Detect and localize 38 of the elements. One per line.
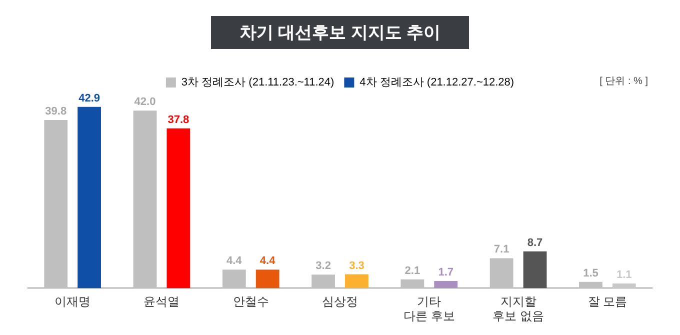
bar [579, 282, 602, 288]
bar [222, 270, 246, 288]
bar [78, 106, 101, 288]
data-label: 1.7 [438, 266, 454, 279]
x-tick-label: 기타 다른 후보 [403, 294, 455, 324]
data-label: 37.8 [168, 114, 190, 126]
x-tick-label: 이재명 [54, 294, 91, 309]
bar [44, 120, 68, 288]
x-tick-label: 윤석열 [144, 294, 180, 309]
x-tick-label: 잘 모름 [588, 294, 628, 309]
data-label: 4.4 [226, 255, 243, 268]
data-label: 7.1 [494, 244, 510, 256]
legend-label: 4차 정례조사 (21.12.27.~12.28) [360, 76, 514, 89]
data-label: 8.7 [527, 236, 543, 249]
legend-label: 3차 정례조사 (21.11.23.~11.24) [181, 76, 334, 89]
bar [312, 274, 335, 288]
data-label: 42.9 [78, 92, 100, 104]
x-tick-label: 심상정 [322, 294, 358, 309]
bar [166, 128, 190, 288]
bar [434, 281, 458, 288]
text: [ 단위 : % ] [600, 75, 648, 88]
data-label: 39.8 [45, 106, 67, 118]
data-label: 42.0 [134, 96, 156, 108]
data-label: 3.2 [316, 260, 331, 272]
x-tick-label: 안철수 [232, 294, 269, 309]
bar [612, 284, 636, 288]
bar [133, 110, 157, 288]
data-label: 3.3 [349, 260, 364, 272]
bar [345, 274, 368, 288]
bar [523, 251, 547, 288]
data-label: 2.1 [404, 264, 420, 277]
data-label: 4.4 [260, 255, 276, 268]
bar [256, 270, 280, 288]
bar [490, 258, 514, 288]
data-label: 1.5 [583, 267, 598, 280]
bar [400, 279, 424, 288]
chart-title: 차기 대선후보 지지도 추이 [211, 16, 469, 49]
x-tick-label: 지지할 후보 없음 [492, 294, 544, 324]
